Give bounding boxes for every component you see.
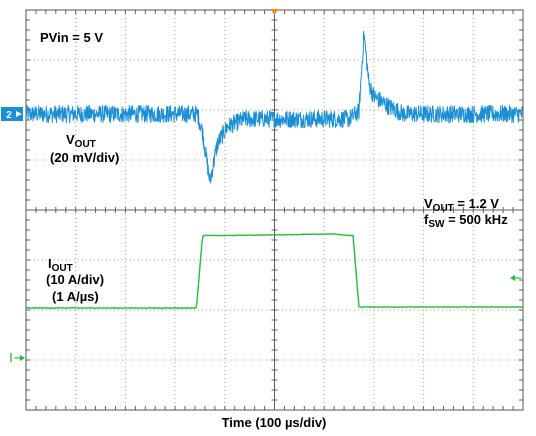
fsw-sub: SW (428, 219, 445, 230)
vout-condition-sub: OUT (433, 203, 454, 214)
reference-marker-arrow (510, 275, 515, 281)
fsw-annotation: fSW = 500 kHz (424, 212, 508, 230)
channel-4-marker-arrow (20, 355, 25, 361)
channel-2-arrow (16, 111, 22, 117)
iout-scale-label: (10 A/div) (46, 272, 104, 287)
vout-condition-value: = 1.2 V (454, 196, 499, 211)
fsw-value: = 500 kHz (444, 212, 508, 227)
channel-2-marker (1, 107, 23, 121)
iout-label-main: I (48, 256, 52, 271)
channel-2-number: 2 (6, 110, 12, 121)
scope-grid (25, 9, 524, 411)
x-axis-label: Time (100 µs/div) (222, 415, 327, 430)
vout-label-main: V (66, 132, 75, 147)
fsw-main: f (424, 212, 429, 227)
iout-label-sub: OUT (52, 263, 73, 274)
trigger-position-marker (270, 9, 279, 15)
vout-condition-main: V (424, 196, 433, 211)
vout-trace-label: VOUT (66, 132, 96, 150)
traces (25, 30, 524, 309)
iout-trace-label: IOUT (48, 256, 73, 274)
channel-markers: 2 (1, 9, 521, 362)
trace-vout (25, 30, 524, 184)
vout-condition: VOUT = 1.2 V (424, 196, 499, 214)
vout-label-sub: OUT (75, 139, 96, 150)
vout-scale-label: (20 mV/div) (50, 150, 119, 165)
pvin-annotation: PVin = 5 V (40, 30, 103, 45)
iout-slew-label: (1 A/µs) (52, 289, 99, 304)
trace-iout (25, 233, 524, 309)
